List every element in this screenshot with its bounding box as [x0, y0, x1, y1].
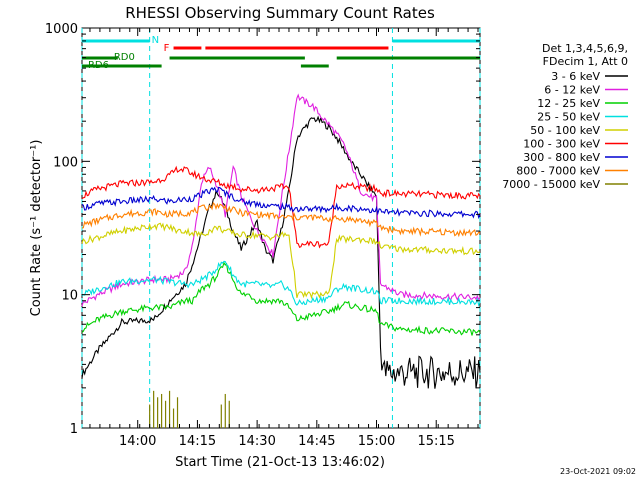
timestamp: 23-Oct-2021 09:02	[560, 467, 636, 476]
legend-entry-label-6: 300 - 800 keV	[523, 151, 600, 164]
y-axis-label: Count Rate (s⁻¹ detector⁻¹)	[29, 140, 44, 317]
flag-label-f: F	[164, 43, 170, 54]
legend-entry-label-5: 100 - 300 keV	[523, 138, 600, 151]
series-line-800-7000-kev	[81, 201, 481, 238]
legend: Det 1,3,4,5,6,9, FDecim 1, Att 0 3 - 6 k…	[502, 42, 628, 191]
series-line-100-300-kev	[81, 165, 481, 249]
series-line-300-800-kev	[81, 186, 481, 220]
chart-title: RHESSI Observing Summary Count Rates	[125, 4, 435, 22]
x-tick-label-1: 14:15	[179, 434, 216, 449]
flag-bars: NF RD0 RD6	[82, 35, 480, 71]
x-tick-label-3: 14:45	[298, 434, 335, 449]
y-tick-label-0: 1	[70, 422, 78, 437]
x-tick-label-0: 14:00	[119, 434, 156, 449]
legend-entry-label-7: 800 - 7000 keV	[516, 165, 600, 178]
legend-entry-label-8: 7000 - 15000 keV	[502, 178, 600, 191]
y-tick-label-1: 10	[61, 289, 78, 304]
x-tick-label-4: 15:00	[358, 434, 395, 449]
legend-entry-label-1: 6 - 12 keV	[544, 84, 600, 97]
legend-header-line-1: Det 1,3,4,5,6,9,	[542, 42, 628, 55]
legend-entry-label-0: 3 - 6 keV	[551, 70, 600, 83]
series-line-3-6-kev	[81, 115, 481, 389]
series-line-50-100-kev	[81, 222, 481, 300]
flag-label-n: N	[152, 35, 159, 46]
series-line-12-25-kev	[81, 261, 481, 336]
flag-label-rd6: RD6	[88, 60, 109, 71]
flag-label-rd0: RD0	[114, 52, 135, 63]
legend-entry-label-3: 25 - 50 keV	[537, 111, 600, 124]
x-tick-label-5: 15:15	[417, 434, 454, 449]
legend-header-line-2: FDecim 1, Att 0	[543, 55, 628, 68]
x-axis-label: Start Time (21-Oct-13 13:46:02)	[175, 455, 385, 470]
series-line-6-12-kev	[81, 93, 481, 307]
legend-entry-label-2: 12 - 25 keV	[537, 97, 600, 110]
legend-entry-label-4: 50 - 100 keV	[530, 124, 600, 137]
x-axis-ticks: 14:00 14:15 14:30 14:45 15:00 15:15	[89, 28, 479, 449]
series-lines	[81, 93, 481, 428]
series-line-25-50-kev	[81, 260, 481, 307]
y-axis-ticks: 1 10 100 1000	[45, 22, 480, 437]
y-tick-label-2: 100	[53, 155, 78, 170]
x-tick-label-2: 14:30	[238, 434, 275, 449]
y-tick-label-3: 1000	[45, 22, 78, 37]
